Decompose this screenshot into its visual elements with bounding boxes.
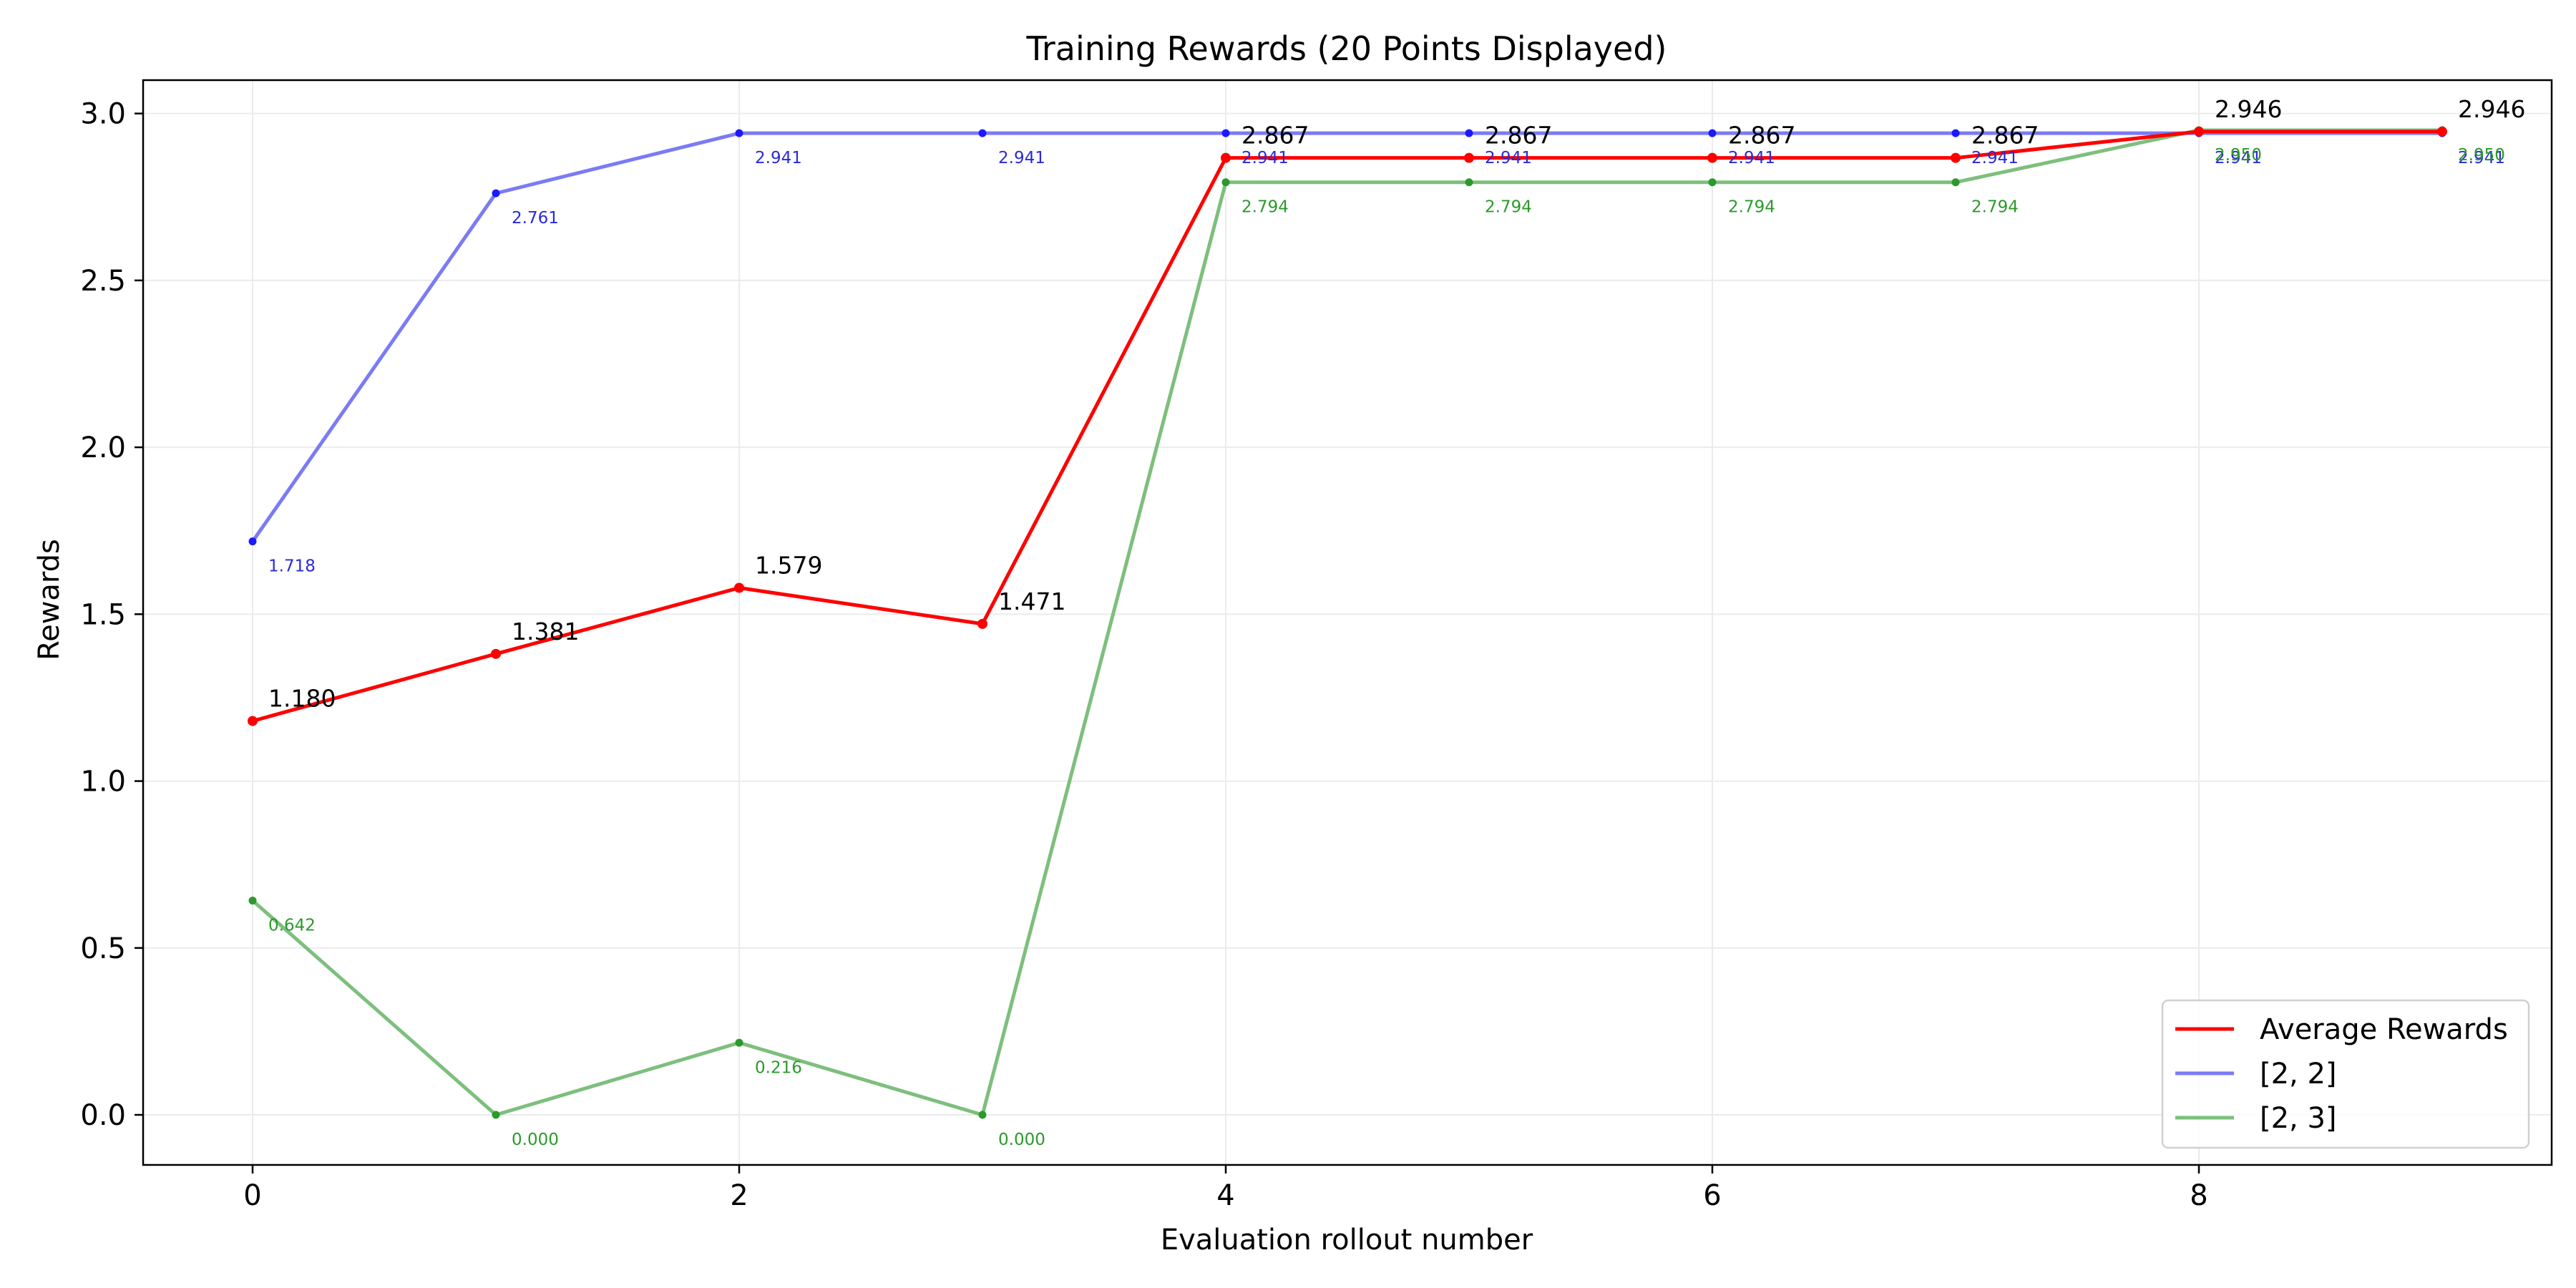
data-point: [978, 1111, 987, 1119]
data-point: [1465, 178, 1473, 187]
y-tick-label: 2.0: [80, 431, 126, 464]
data-point: [2437, 126, 2447, 137]
data-label: 2.761: [512, 209, 559, 228]
data-label: 0.642: [268, 917, 316, 935]
y-axis-label: Rewards: [33, 539, 66, 660]
data-labels: 1.180 1.381 1.579 1.471 2.867 2.867 2.867 2.867…: [268, 95, 2525, 1149]
legend-entry: Average Rewards: [2260, 1013, 2508, 1046]
data-label: 2.941: [1485, 149, 1532, 167]
series-line: [250, 131, 2442, 543]
data-label: 2.946: [2458, 95, 2525, 123]
series-0: [248, 126, 2447, 726]
data-point: [1708, 178, 1717, 187]
data-point: [248, 897, 257, 905]
data-label: 2.867: [1241, 122, 1309, 150]
data-point: [1707, 152, 1717, 163]
data-label: 2.794: [1241, 198, 1289, 217]
y-tick-label: 0.0: [80, 1099, 126, 1132]
data-point: [735, 129, 743, 137]
data-label: 2.941: [998, 149, 1045, 167]
data-label: 0.000: [512, 1131, 559, 1149]
data-point: [734, 582, 744, 593]
data-point: [1708, 129, 1717, 137]
data-label: 2.941: [1971, 149, 2019, 167]
data-point: [248, 716, 258, 726]
x-axis-label: Evaluation rollout number: [1161, 1224, 1533, 1257]
data-label: 2.794: [1728, 198, 1775, 217]
data-label: 1.579: [755, 551, 822, 579]
x-tick-label: 4: [1216, 1179, 1234, 1212]
data-label: 2.941: [2458, 149, 2505, 167]
data-point: [1221, 178, 1230, 187]
data-label: 2.794: [1485, 198, 1532, 217]
data-point: [1951, 129, 1960, 137]
data-point: [248, 537, 257, 546]
data-label: 0.216: [755, 1058, 802, 1077]
data-point: [2194, 126, 2204, 137]
data-point: [978, 129, 987, 137]
data-label: 2.941: [755, 149, 802, 167]
legend: Average Rewards [2, 2] [2, 3]: [2161, 999, 2530, 1149]
legend-box: [2161, 999, 2530, 1149]
data-point: [491, 648, 501, 659]
data-point: [1464, 152, 1474, 163]
data-point: [1465, 129, 1473, 137]
data-label: 2.941: [2215, 149, 2262, 167]
data-point: [492, 189, 500, 197]
data-label: 2.941: [1241, 149, 1289, 167]
data-label: 2.950: [2458, 146, 2505, 165]
x-tick-label: 0: [243, 1179, 261, 1212]
data-label: 2.867: [1485, 122, 1552, 150]
y-tick-label: 2.5: [80, 265, 126, 298]
series-lines: [248, 126, 2447, 1119]
data-point: [977, 618, 987, 629]
x-tick-label: 6: [1703, 1179, 1721, 1212]
data-point: [1951, 178, 1960, 187]
data-point: [1221, 152, 1231, 163]
y-tick-label: 1.5: [80, 598, 126, 631]
data-label: 2.941: [1728, 149, 1775, 167]
series-line: [251, 128, 2442, 1117]
data-label: 1.718: [268, 557, 316, 576]
data-label: 2.867: [1971, 122, 2039, 150]
data-point: [735, 1038, 743, 1047]
data-label: 2.946: [2215, 95, 2282, 123]
y-tick-label: 1.0: [80, 766, 126, 799]
y-tick-label: 3.0: [80, 98, 126, 131]
x-tick-label: 8: [2190, 1179, 2207, 1212]
data-point: [1221, 129, 1230, 137]
legend-entry: [2, 3]: [2260, 1102, 2337, 1135]
chart-title: Training Rewards (20 Points Displayed): [1026, 29, 1667, 68]
x-tick-label: 2: [730, 1179, 748, 1212]
data-label: 2.794: [1971, 198, 2019, 217]
data-label: 1.180: [268, 685, 336, 713]
data-label: 2.867: [1728, 122, 1795, 150]
grid: [143, 80, 2552, 1165]
plot-frame: [142, 79, 2553, 1166]
data-label: 2.950: [2215, 146, 2262, 165]
data-point: [1951, 152, 1961, 163]
data-label: 1.471: [998, 587, 1065, 615]
data-label: 0.000: [998, 1131, 1045, 1149]
y-tick-label: 0.5: [80, 932, 126, 965]
data-label: 1.381: [512, 618, 579, 645]
axis-ticks: 0 2 4 6 8 0.0 0.5 1.0 1.5 2.0 2.5 3.0: [80, 98, 2207, 1212]
data-point: [492, 1111, 500, 1119]
series-line: [252, 130, 2442, 723]
legend-entry: [2, 2]: [2260, 1058, 2337, 1091]
